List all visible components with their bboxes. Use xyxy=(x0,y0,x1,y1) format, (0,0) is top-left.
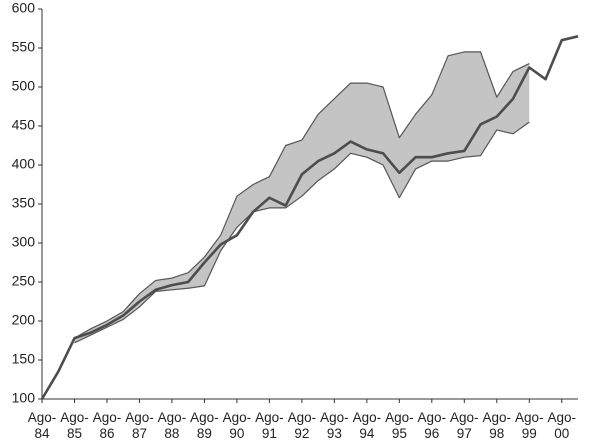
x-tick-label: Ago-97 xyxy=(450,410,479,441)
y-tick-label: 200 xyxy=(12,312,36,328)
x-tick-label: Ago-96 xyxy=(417,410,447,441)
x-tick-label: Ago-89 xyxy=(190,410,219,441)
y-tick-label: 100 xyxy=(12,390,36,406)
y-tick-label: 500 xyxy=(12,78,36,94)
x-tick-label: Ago-85 xyxy=(60,410,89,441)
x-tick-label: Ago-92 xyxy=(287,410,317,441)
x-tick-label: Ago-91 xyxy=(255,410,284,441)
x-tick-label: Ago-87 xyxy=(125,410,154,441)
x-tick-label: Ago-90 xyxy=(222,410,252,441)
x-tick-label: Ago-95 xyxy=(385,410,414,441)
band-upper xyxy=(74,51,530,339)
x-tick-label: Ago-94 xyxy=(352,410,382,441)
band-lower xyxy=(74,121,530,344)
band-fill xyxy=(74,51,530,343)
y-tick-label: 450 xyxy=(12,117,36,133)
x-tick-label: Ago-86 xyxy=(92,410,122,441)
x-tick-label: Ago-99 xyxy=(515,410,544,441)
x-tick-label: Ago-00 xyxy=(547,410,577,441)
x-tick-label: Ago-93 xyxy=(320,410,349,441)
x-tick-label: Ago-84 xyxy=(27,410,57,441)
x-tick-label: Ago-98 xyxy=(482,410,512,441)
y-tick-label: 400 xyxy=(12,156,36,172)
y-tick-label: 250 xyxy=(12,273,36,289)
y-tick-label: 550 xyxy=(12,39,36,55)
y-tick-label: 300 xyxy=(12,234,36,250)
line xyxy=(40,35,579,400)
y-tick-label: 350 xyxy=(12,195,36,211)
x-tick-label: Ago-88 xyxy=(157,410,187,441)
y-tick-label: 150 xyxy=(12,351,36,367)
y-tick-label: 600 xyxy=(12,0,36,16)
